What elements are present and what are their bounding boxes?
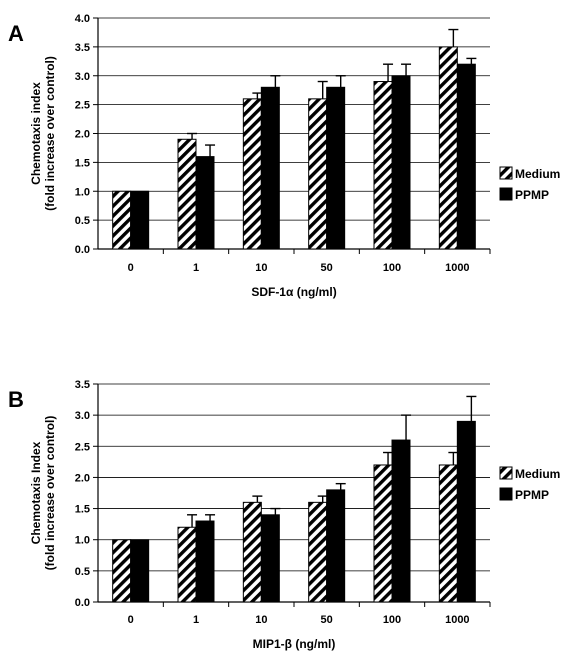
x-tick-label: 10 bbox=[255, 262, 267, 274]
y-tick-label: 1.0 bbox=[75, 186, 90, 198]
bar-ppmp bbox=[326, 489, 346, 603]
panel-b-chart: B 0.0 0.5 1.0 1.5 2.0 2.5 3.0 3.5 0 1 10 50 100 1000 MI… bbox=[8, 379, 560, 651]
y-tick-label: 1.0 bbox=[75, 535, 90, 547]
bar-ppmp bbox=[130, 190, 150, 250]
legend-label-medium: Medium bbox=[515, 167, 560, 181]
bar-ppmp bbox=[326, 86, 346, 250]
bar-ppmp bbox=[195, 156, 215, 250]
x-tick-label: 0 bbox=[128, 262, 134, 274]
bar-ppmp bbox=[456, 63, 476, 250]
bar-medium bbox=[438, 46, 458, 250]
bar-medium bbox=[242, 501, 262, 603]
x-tick-label: 0 bbox=[128, 614, 134, 626]
bar-medium bbox=[242, 98, 262, 250]
legend-swatch-medium bbox=[499, 166, 513, 180]
y-tick-label: 3.5 bbox=[75, 42, 90, 54]
y-tick-label: 1.5 bbox=[75, 504, 90, 516]
bar-medium bbox=[177, 526, 197, 603]
bar-medium bbox=[308, 501, 328, 603]
panel-letter: A bbox=[8, 21, 24, 46]
y-tick-label: 4.0 bbox=[75, 13, 90, 25]
y-tick-label: 2.0 bbox=[75, 472, 90, 484]
x-axis-title: MIP1-β (ng/ml) bbox=[253, 637, 336, 651]
y-axis-title: (fold increase over control) bbox=[43, 56, 57, 211]
bar-medium bbox=[373, 81, 393, 250]
y-tick-label: 2.5 bbox=[75, 100, 90, 112]
bar-medium bbox=[112, 539, 132, 603]
x-tick-label: 10 bbox=[255, 614, 267, 626]
y-tick-label: 3.5 bbox=[75, 379, 90, 391]
y-tick-label: 0.5 bbox=[75, 215, 90, 227]
x-tick-label: 100 bbox=[383, 262, 401, 274]
y-tick-label: 0.0 bbox=[75, 597, 90, 609]
x-tick-label: 1000 bbox=[445, 614, 469, 626]
bar-ppmp bbox=[260, 514, 280, 603]
y-axis-title: Chemotaxis Index bbox=[29, 441, 43, 544]
bar-ppmp bbox=[195, 520, 215, 603]
legend-swatch-ppmp bbox=[499, 187, 513, 201]
bar-ppmp bbox=[130, 539, 150, 603]
x-tick-label: 1 bbox=[193, 614, 199, 626]
x-tick-label: 50 bbox=[321, 262, 333, 274]
x-axis-title: SDF-1α (ng/ml) bbox=[251, 285, 336, 299]
x-tick-label: 1000 bbox=[445, 262, 469, 274]
y-tick-label: 3.0 bbox=[75, 410, 90, 422]
y-tick-label: 3.0 bbox=[75, 71, 90, 83]
legend-label-medium: Medium bbox=[515, 467, 560, 481]
y-axis-title: (fold increase over control) bbox=[43, 416, 57, 571]
bar-medium bbox=[308, 98, 328, 250]
bar-ppmp bbox=[391, 75, 411, 250]
y-tick-label: 0.0 bbox=[75, 244, 90, 256]
x-tick-label: 100 bbox=[383, 614, 401, 626]
legend-swatch-ppmp bbox=[499, 487, 513, 501]
legend-label-ppmp: PPMP bbox=[515, 188, 549, 202]
bar-ppmp bbox=[391, 439, 411, 603]
bar-ppmp bbox=[456, 420, 476, 603]
x-tick-label: 50 bbox=[321, 614, 333, 626]
y-tick-label: 2.0 bbox=[75, 129, 90, 141]
y-tick-label: 0.5 bbox=[75, 566, 90, 578]
bar-ppmp bbox=[260, 86, 280, 250]
bar-medium bbox=[438, 464, 458, 603]
x-tick-label: 1 bbox=[193, 262, 199, 274]
y-tick-label: 1.5 bbox=[75, 157, 90, 169]
legend-label-ppmp: PPMP bbox=[515, 488, 549, 502]
bar-medium bbox=[177, 138, 197, 250]
panel-letter: B bbox=[8, 387, 24, 412]
bar-medium bbox=[373, 464, 393, 603]
legend-swatch-medium bbox=[499, 466, 513, 480]
panel-a-chart: A 0.0 0.5 1.0 1.5 2.0 2.5 3.0 3.5 4.0 0 1 10 50 100 100… bbox=[8, 13, 560, 299]
y-tick-label: 2.5 bbox=[75, 441, 90, 453]
bar-medium bbox=[112, 190, 132, 250]
y-axis-title: Chemotaxis index bbox=[29, 82, 43, 185]
